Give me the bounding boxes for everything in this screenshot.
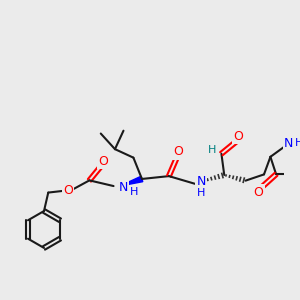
Text: H: H — [295, 138, 300, 148]
Text: O: O — [173, 146, 183, 158]
Polygon shape — [120, 176, 143, 186]
Text: H: H — [130, 187, 138, 197]
Text: O: O — [233, 130, 243, 143]
Text: H: H — [208, 145, 217, 155]
Text: N: N — [196, 175, 206, 188]
Text: O: O — [254, 186, 263, 199]
Text: O: O — [99, 155, 109, 168]
Text: N: N — [119, 181, 128, 194]
Text: N: N — [284, 137, 293, 150]
Text: O: O — [63, 184, 73, 197]
Text: H: H — [197, 188, 205, 198]
